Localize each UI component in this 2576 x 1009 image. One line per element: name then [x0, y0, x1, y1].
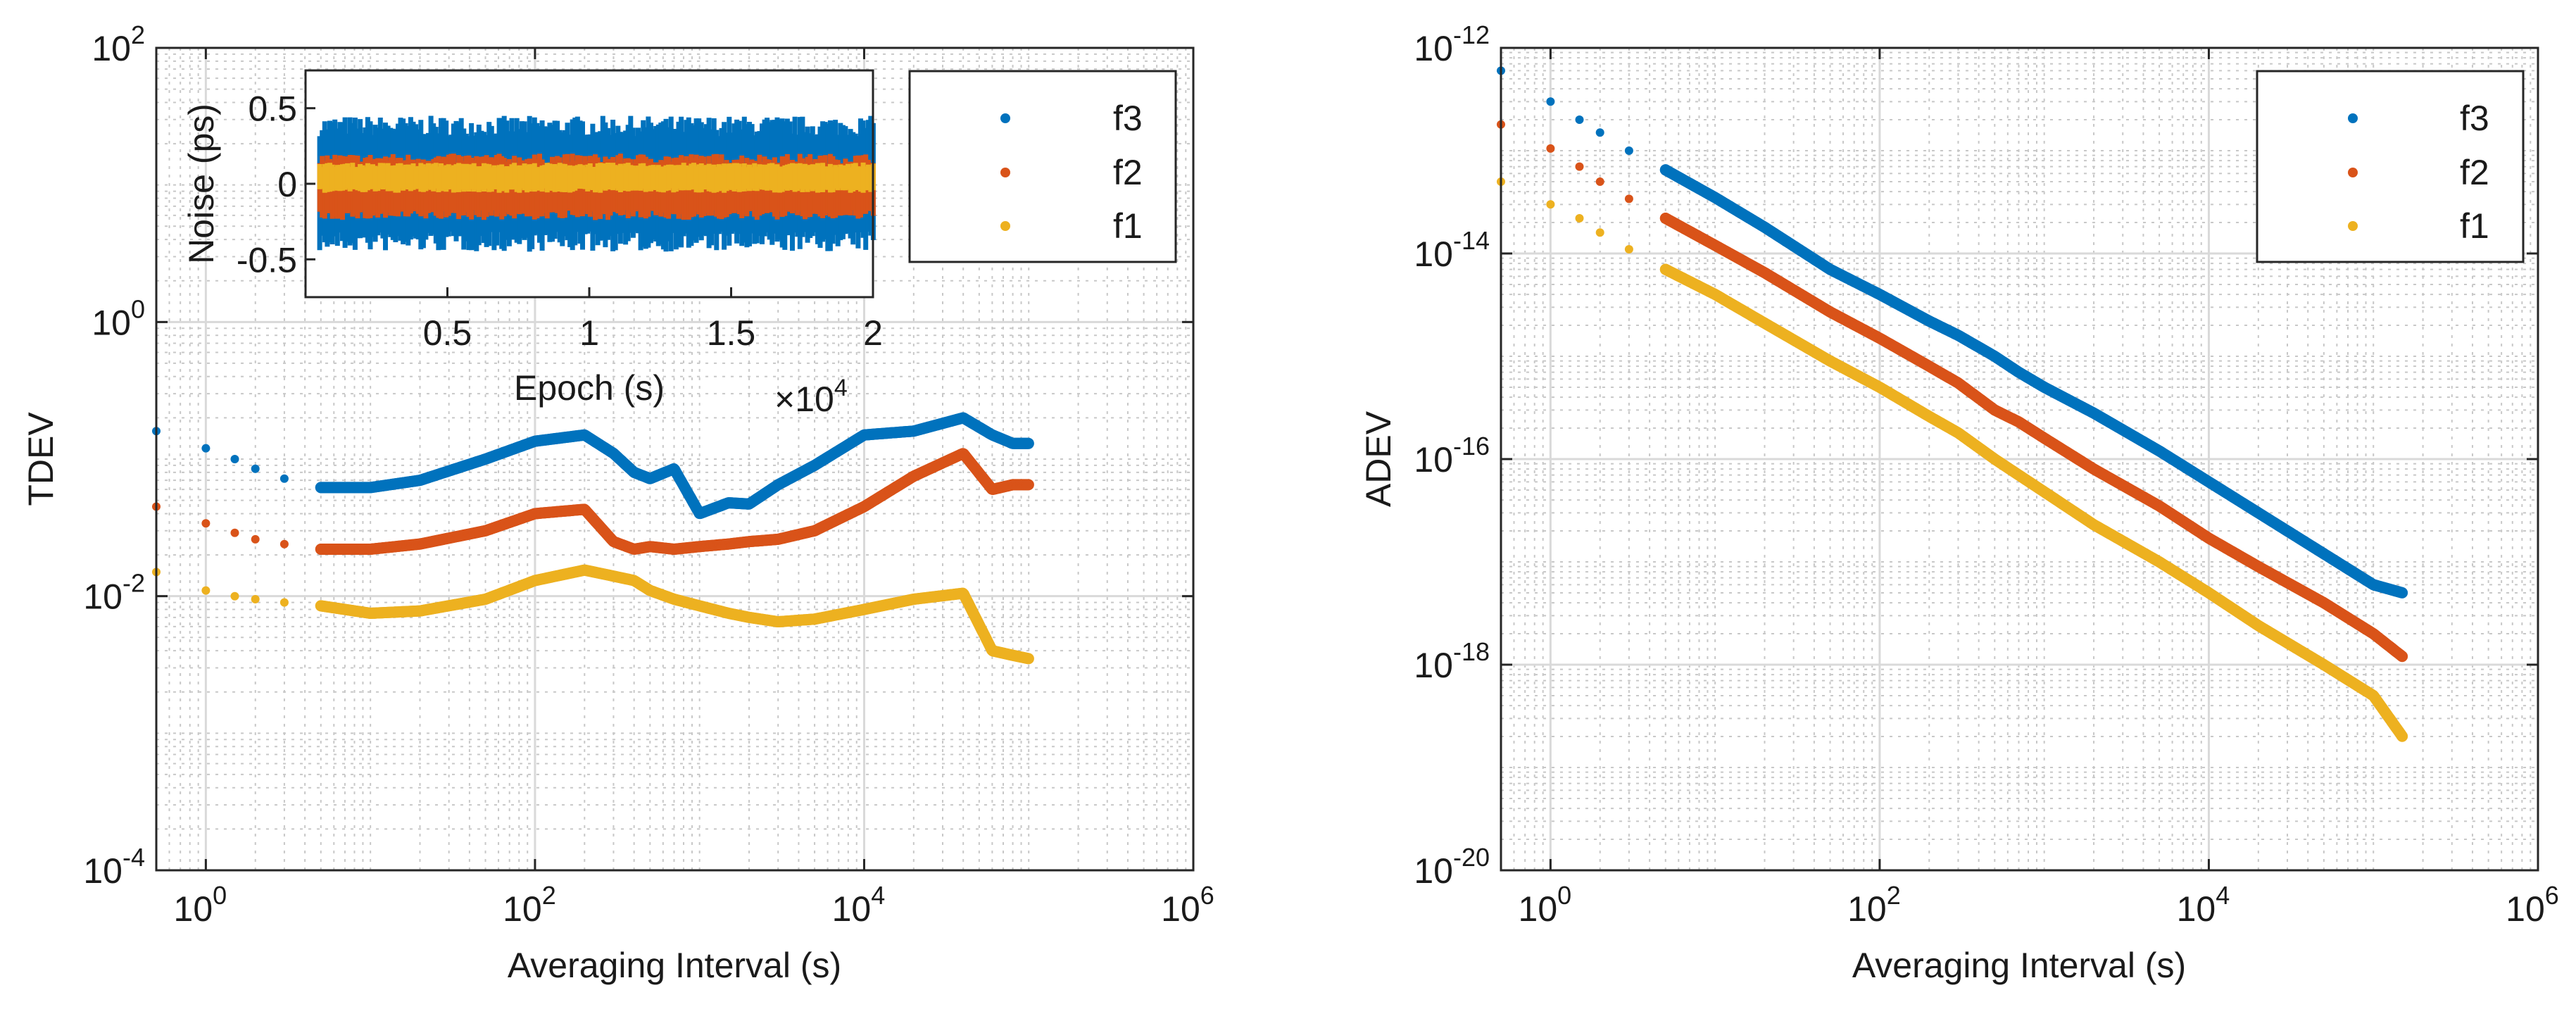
inset-series-f1	[317, 162, 876, 193]
inset-y-tick-label: 0.5	[248, 89, 297, 129]
inset-x-tick-label: 1.5	[707, 313, 756, 353]
data-point-f2	[230, 528, 239, 537]
data-point-f3	[1575, 115, 1584, 124]
data-point-f2	[1624, 194, 1633, 203]
tdev-legend-label-f1: f1	[1113, 206, 1143, 246]
series-f1	[152, 564, 1034, 665]
data-point-f1	[279, 598, 289, 607]
data-point-f2	[1575, 162, 1584, 171]
data-point-f2	[251, 534, 260, 544]
series-f2	[152, 448, 1034, 555]
tdev-series-group	[152, 412, 1034, 665]
data-point-f1	[230, 591, 239, 601]
inset-y-tick-label: -0.5	[237, 240, 297, 280]
inset-y-tick-label: 0	[277, 165, 297, 204]
data-point-f2	[201, 519, 211, 528]
data-point-f3	[201, 444, 211, 453]
tdev-legend-label-f2: f2	[1113, 153, 1143, 192]
tdev-legend-marker-f1	[1000, 221, 1010, 231]
data-point-f3	[2396, 587, 2408, 598]
tdev-x-axis-label: Averaging Interval (s)	[508, 946, 841, 985]
inset-x-tick-label: 2	[863, 313, 883, 353]
data-point-f3	[1022, 437, 1034, 449]
series-f3	[152, 412, 1034, 520]
data-point-f1	[201, 586, 211, 595]
data-point-f2	[1595, 177, 1604, 186]
tdev-legend: f3 f2 f1	[908, 70, 1177, 263]
data-point-f3	[1595, 128, 1604, 137]
inset-x-tick-label: 0.5	[423, 313, 472, 353]
inset-exponent-power: 4	[834, 375, 848, 401]
tdev-legend-marker-f2	[1000, 168, 1010, 177]
inset-y-axis-label: Noise (ps)	[182, 104, 221, 264]
data-point-f1	[251, 595, 260, 603]
inset-noise-data	[317, 115, 876, 252]
data-point-f3	[1624, 146, 1633, 155]
inset-x-tick-label: 1	[579, 313, 599, 353]
inset-exponent-prefix: ×10	[774, 380, 834, 419]
tdev-legend-label-f3: f3	[1113, 99, 1143, 138]
data-point-f1	[1022, 653, 1034, 665]
data-point-f3	[1546, 97, 1555, 106]
data-point-f3	[230, 455, 239, 463]
data-point-f3	[251, 464, 260, 473]
data-point-f2	[279, 539, 289, 549]
tdev-y-axis-label: TDEV	[21, 412, 61, 506]
tdev-legend-marker-f3	[1000, 113, 1010, 123]
data-point-f2	[1022, 479, 1034, 491]
data-point-f2	[1546, 144, 1555, 153]
inset-x-axis-label: Epoch (s)	[514, 368, 665, 408]
data-point-f3	[279, 474, 289, 483]
